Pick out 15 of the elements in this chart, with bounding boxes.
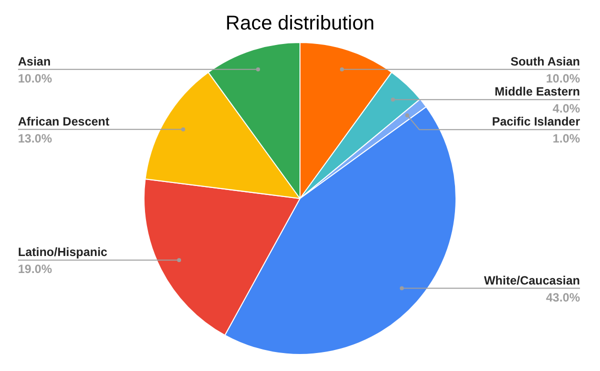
chart-title: Race distribution (226, 12, 374, 35)
data-label: 4.0% (552, 102, 580, 116)
data-label: 1.0% (552, 132, 580, 146)
data-label: 13.0% (18, 131, 52, 146)
data-label: 19.0% (18, 262, 52, 276)
slice-label: Middle Eastern (494, 84, 580, 99)
data-label: 10.0% (546, 71, 580, 86)
data-label: 10.0% (18, 71, 52, 86)
slice-label: South Asian (510, 54, 580, 68)
slice-label: Asian (18, 54, 51, 68)
data-label: 43.0% (546, 290, 580, 304)
slice-label: Latino/Hispanic (18, 245, 108, 260)
slice-label: African Descent (18, 114, 110, 128)
slice-label: White/Caucasian (484, 273, 580, 288)
slice-label: Pacific Islander (492, 114, 580, 129)
